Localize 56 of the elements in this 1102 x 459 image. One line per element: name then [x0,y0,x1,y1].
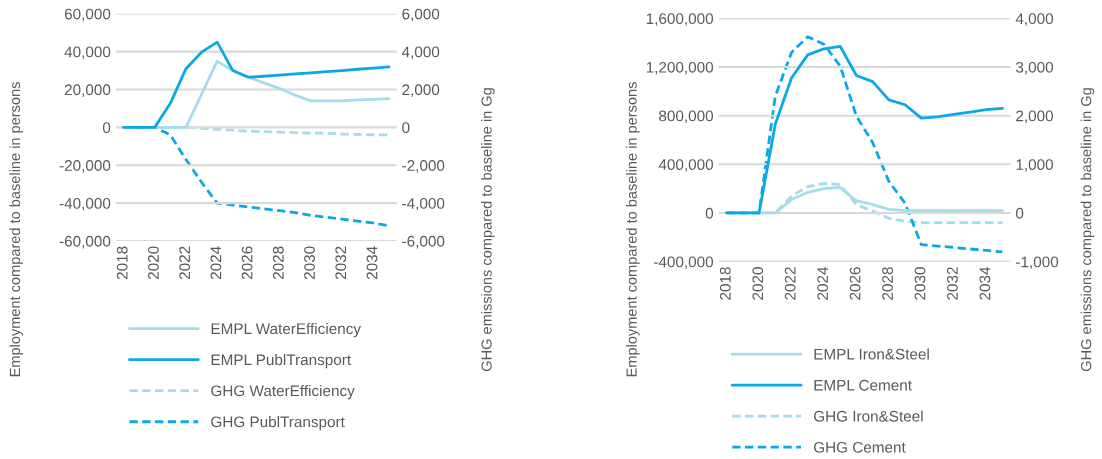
y2-tick-label: -2,000 [402,160,445,173]
legend-label: EMPL Cement [814,379,912,391]
y2-tick-label: 2,000 [1016,110,1054,124]
x-tick-label: 2024 [210,246,222,280]
y2-axis-title: GHG emissions compared to baseline in Gg [481,88,495,372]
x-tick-label: 2028 [272,246,284,280]
legend-label: GHG WaterEfficiency [211,384,355,400]
legend-label: GHG Cement [813,441,906,453]
x-tick-label: 2028 [882,267,893,300]
x-tick-label: 2018 [116,246,128,280]
x-tick-label: 2034 [366,246,378,280]
x-tick-label: 2030 [304,246,315,280]
x-tick-label: 2020 [148,246,159,280]
y-tick-label: -20,000 [59,160,111,173]
y2-tick-label: 1,000 [1016,159,1054,172]
y-tick-label: 1,600,000 [646,13,714,26]
y2-tick-label: -6,000 [402,235,445,249]
y-axis-title: Employment compared to baseline in persons [626,82,640,377]
y-tick-label: -40,000 [59,197,111,211]
legend-label: EMPL Iron&Steel [814,348,929,360]
y2-tick-label: 3,000 [1015,61,1054,75]
y-tick-label: 40,000 [64,46,111,60]
y2-axis-title: GHG emissions compared to baseline in Gg [1080,88,1095,372]
y-tick-label: 0 [102,122,111,134]
y2-tick-label: -4,000 [402,197,445,211]
y-tick-label: 1,200,000 [646,61,714,75]
x-tick-label: 2026 [849,267,861,300]
x-tick-label: 2032 [335,246,347,280]
y2-tick-label: 4,000 [401,46,440,60]
y-tick-label: 800,000 [659,110,714,124]
x-tick-label: 2022 [179,246,191,280]
y2-tick-label: 6,000 [402,8,440,22]
legend-label: EMPL PublTransport [211,353,351,369]
y2-tick-label: 2,000 [402,84,440,97]
x-tick-label: 2032 [947,267,958,300]
y-tick-label: 400,000 [658,159,714,172]
legend-label: EMPL WaterEfficiency [211,322,361,338]
y2-tick-label: 0 [1015,207,1024,219]
x-tick-label: 2026 [241,246,253,280]
x-tick-label: 2030 [914,267,926,300]
y2-tick-label: 4,000 [1015,13,1054,26]
legend-label: GHG Iron&Steel [813,410,923,422]
y-tick-label: 60,000 [64,8,111,22]
y-tick-label: 20,000 [64,84,111,97]
x-tick-label: 2024 [817,266,829,300]
y-tick-label: -60,000 [59,235,111,249]
x-tick-label: 2022 [784,267,796,300]
x-tick-label: 2018 [719,267,731,300]
x-tick-label: 2034 [979,266,991,300]
y2-tick-label: -1,000 [1016,256,1059,270]
y-tick-label: 0 [705,207,714,219]
y-axis-title: Employment compared to baseline in persons [9,82,23,377]
x-tick-label: 2020 [752,267,764,300]
legend-label: GHG PublTransport [211,416,345,431]
y-tick-label: -400,000 [654,256,714,270]
y2-tick-label: 0 [402,122,410,134]
